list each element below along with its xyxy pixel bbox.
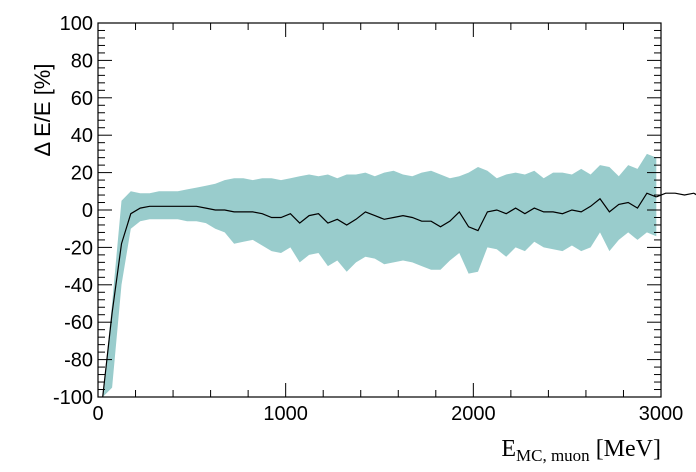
error-band-group [102,153,657,397]
y-tick-label: 60 [71,88,93,110]
x-tick-label: 0 [92,403,103,425]
y-tick-label: -40 [64,275,93,297]
mean-line-group [102,192,696,398]
x-tick-label: 1000 [263,403,308,425]
error-band [102,153,657,397]
y-tick-label: 0 [82,200,93,222]
mean-line [102,192,657,398]
y-tick-label: 80 [71,50,93,72]
mean-line-overflow [656,192,696,198]
x-axis-label-main: E [501,436,516,462]
y-tick-label: 40 [71,125,93,147]
x-axis-label-subscript: MC, muon [516,446,590,465]
axis-ticks-group [97,22,662,398]
y-tick-label: 100 [60,13,93,35]
y-tick-label: -80 [64,350,93,372]
y-tick-label: -20 [64,237,93,259]
x-axis-label: EMC, muon [MeV] [501,436,661,465]
y-tick-label: -100 [53,387,93,409]
x-tick-label: 3000 [639,403,684,425]
y-axis-label: Δ E/E [%] [30,64,55,157]
y-tick-label: -60 [64,312,93,334]
y-tick-label: 20 [71,163,93,185]
x-axis-label-unit: [MeV] [596,436,661,462]
x-tick-label: 2000 [451,403,496,425]
